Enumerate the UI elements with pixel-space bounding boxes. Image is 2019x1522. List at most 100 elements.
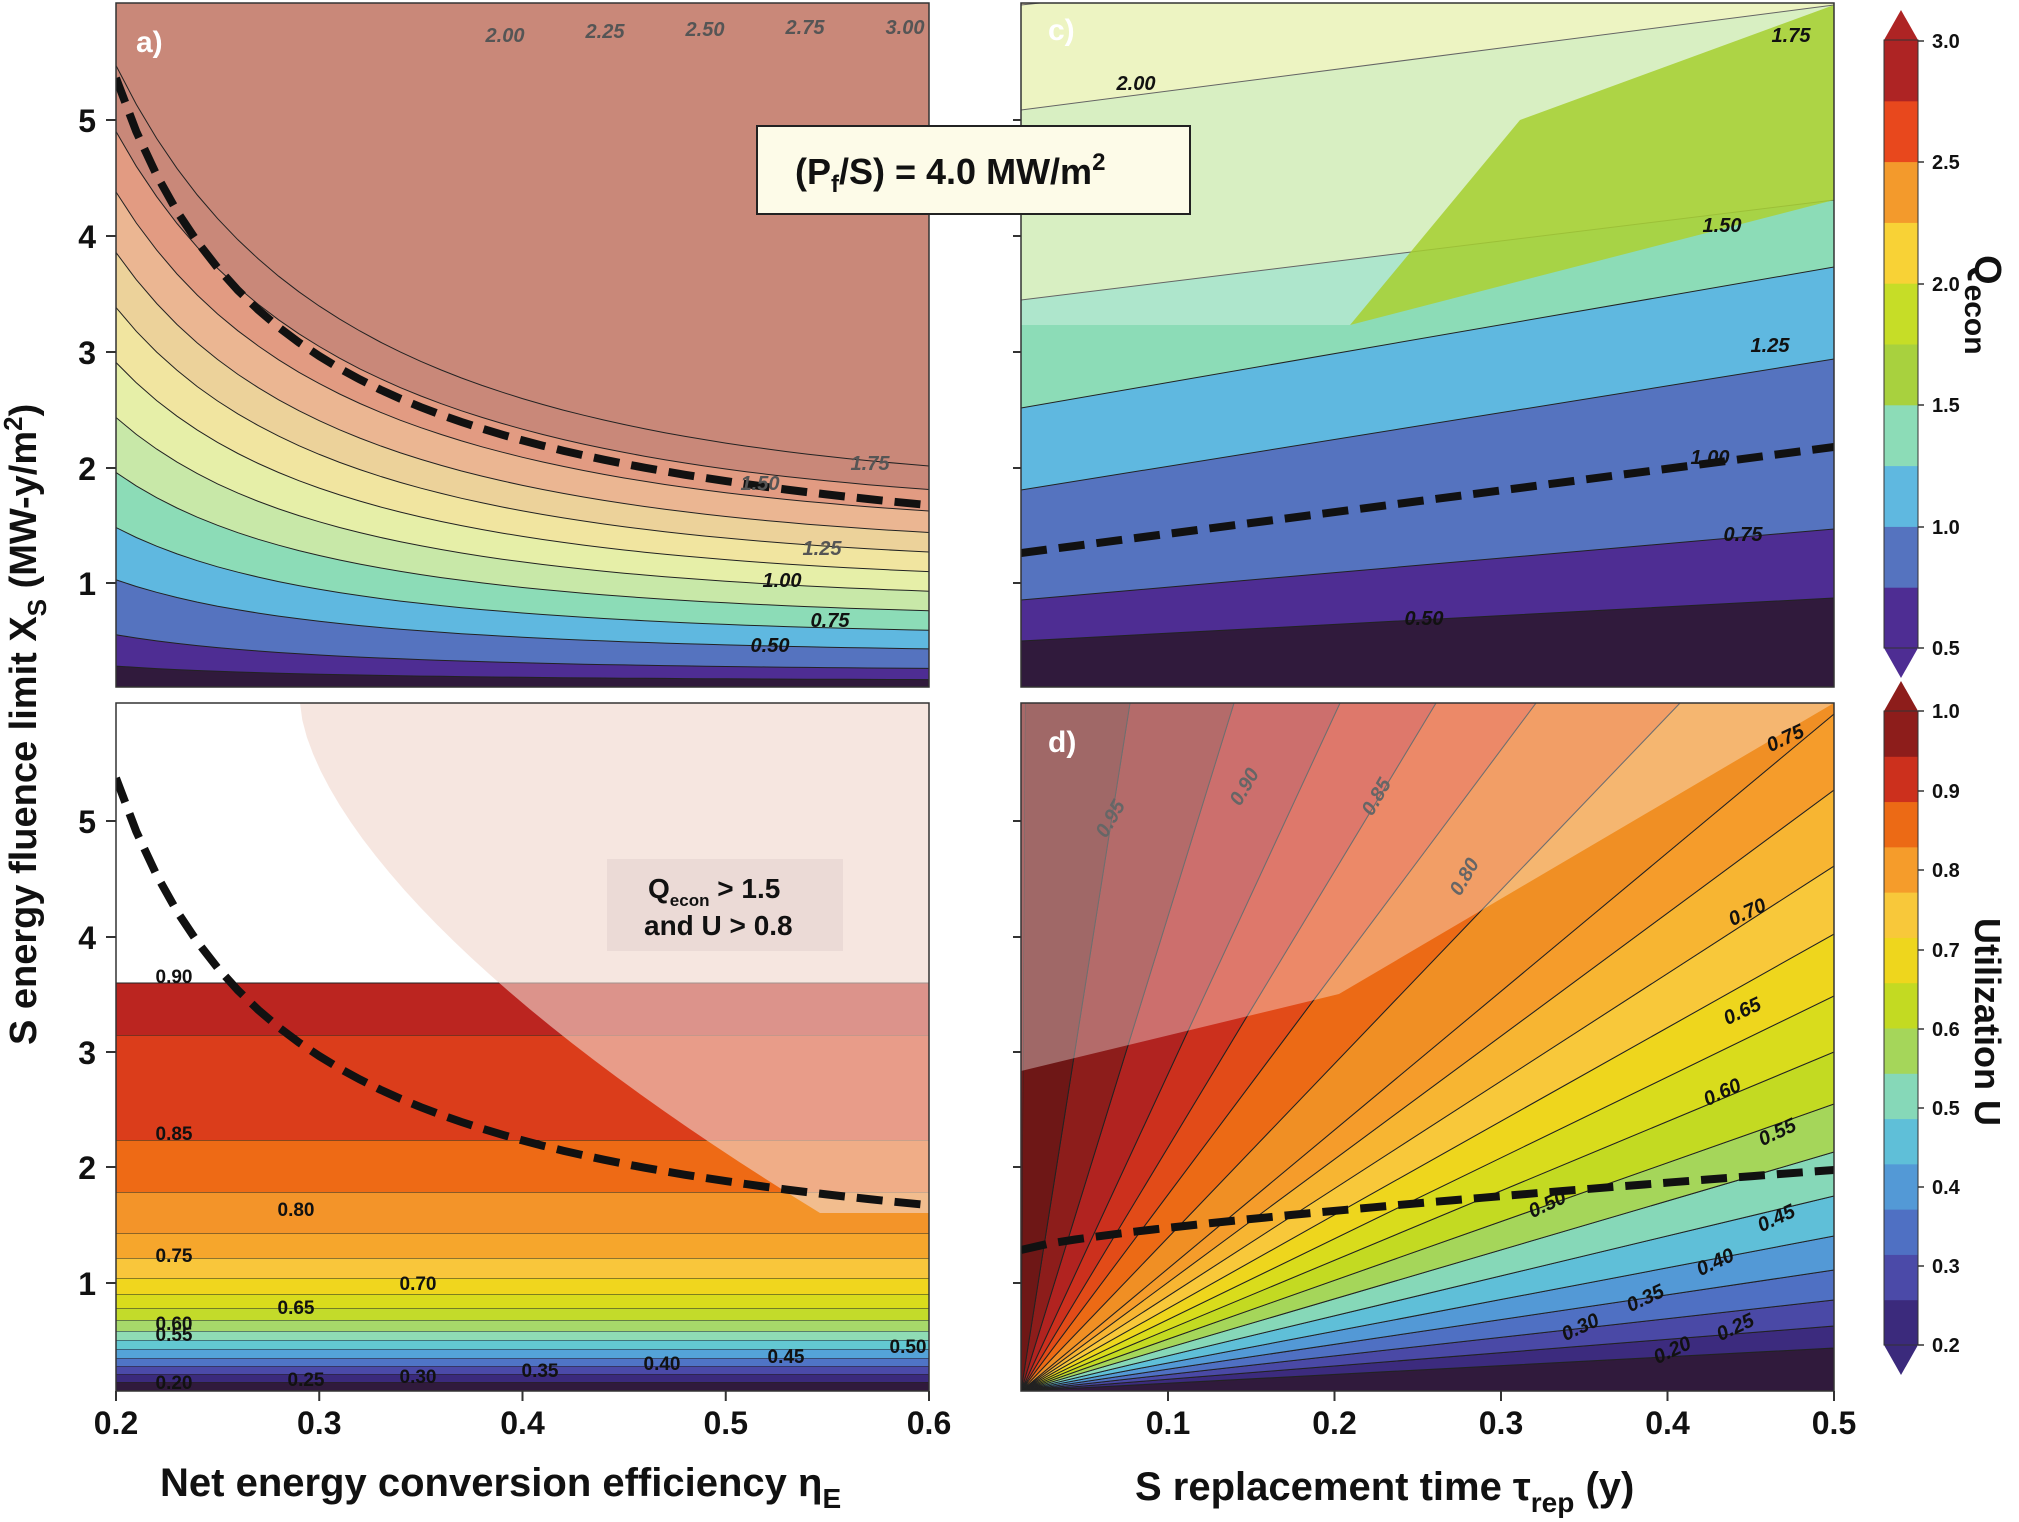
y-axis-label: S energy fluence limit XS (MW-y/m2) — [0, 404, 52, 1045]
colorbar-swatch — [1884, 892, 1918, 938]
colorbar-swatch — [1884, 801, 1918, 848]
colorbar-swatch — [1884, 526, 1918, 588]
contour-label-a: 3.00 — [886, 17, 925, 39]
colorbar-tick-label: 2.5 — [1932, 152, 1960, 174]
y-tick-label-a: 4 — [78, 219, 96, 255]
colorbar-frame — [1883, 39, 1919, 649]
q-unity-line-c — [1021, 443, 1834, 557]
colorbar-swatch — [1884, 1118, 1918, 1165]
colorbar-tick-label: 0.3 — [1932, 1256, 1960, 1278]
u-colorbar: 0.2 0.3 0.4 0.5 0.6 0.7 0.8 0.9 1.0 — [1883, 681, 1961, 1375]
svg-text:Qecon > 1.5: Qecon > 1.5 — [648, 873, 780, 910]
banner-text: (P — [795, 151, 831, 192]
u-band-b — [116, 1349, 929, 1358]
y-tick-label-b: 2 — [78, 1150, 96, 1186]
contour-label-b: 0.70 — [400, 1274, 437, 1295]
contour-label-c: 2.00 — [1116, 73, 1156, 95]
banner-sub: f — [831, 171, 840, 198]
y-tick-label-b: 5 — [78, 804, 96, 840]
colorbar-swatch — [1884, 283, 1918, 345]
panel-a-label: a) — [136, 26, 163, 59]
contour-label-b: 0.90 — [156, 967, 193, 988]
colorbar-tick-label: 0.9 — [1932, 781, 1960, 803]
u-band-b — [116, 1358, 929, 1366]
banner-rest: /S) = 4.0 MW/m — [839, 151, 1092, 192]
u-band-b — [116, 1374, 929, 1382]
u-band-b — [116, 1320, 929, 1331]
contour-label-b: 0.65 — [278, 1298, 315, 1319]
power-density-banner: (Pf/S) = 4.0 MW/m2 — [756, 125, 1191, 215]
contour-label-c: 0.50 — [1405, 608, 1444, 630]
contour-label-a: 2.75 — [785, 17, 826, 39]
u-wedge-d — [1021, 703, 1025, 1391]
colorbar-swatch — [1884, 222, 1918, 284]
note-q-sub: econ — [670, 891, 710, 910]
contour-label-c: 1.25 — [1751, 335, 1791, 357]
colorbar-swatch — [1884, 40, 1918, 102]
panel-a-frame — [115, 2, 930, 688]
note-q: Q — [648, 873, 670, 904]
svg-text:(Pf/S) = 4.0 MW/m2: (Pf/S) = 4.0 MW/m2 — [795, 149, 1105, 198]
q-colorbar-title: Qecon — [1958, 255, 2008, 355]
colorbar-tick-label: 2.0 — [1932, 274, 1960, 296]
contour-label-b: 0.25 — [288, 1370, 325, 1391]
contour-label-a: 2.25 — [585, 21, 626, 43]
u-colorbar-title: Utilization U — [1967, 918, 2008, 1126]
contour-label-a: 2.50 — [685, 19, 725, 41]
colorbar-tick-label: 1.0 — [1932, 517, 1960, 539]
contour-label-a: 1.50 — [741, 473, 780, 495]
panel-d-frame — [1020, 702, 1835, 1392]
colorbar-tick-label: 0.2 — [1932, 1335, 1960, 1357]
colorbar-tick-label: 0.6 — [1932, 1019, 1960, 1041]
contour-label-a: 1.75 — [851, 453, 891, 475]
contour-label-b: 0.85 — [156, 1124, 193, 1145]
q-unity-curve-b — [116, 776, 929, 1210]
colorbar-tick-label: 0.7 — [1932, 940, 1960, 962]
x-tick-label-left: 0.6 — [907, 1405, 951, 1441]
y-tick-label-a: 3 — [78, 335, 96, 371]
colorbar-swatch — [1884, 587, 1918, 649]
y-tick-label-b: 1 — [78, 1266, 96, 1302]
colorbar-tick-label: 0.8 — [1932, 860, 1960, 882]
colorbar-swatch — [1884, 1254, 1918, 1301]
panel-d-label: d) — [1048, 726, 1076, 759]
feasibility-note: Qecon > 1.5 and U > 0.8 — [607, 859, 843, 951]
u-band-b — [116, 1192, 929, 1233]
colorbar-swatch — [1884, 465, 1918, 527]
colorbar-swatch — [1884, 161, 1918, 223]
u-band-b — [116, 1308, 929, 1320]
contour-label-a: 1.25 — [803, 538, 843, 560]
q-unity-curve-d — [1021, 1166, 1834, 1254]
x-tick-label-left: 0.4 — [500, 1405, 545, 1441]
contour-label-b: 0.50 — [890, 1337, 927, 1358]
colorbar-bottom-arrow — [1884, 648, 1918, 678]
colorbar-swatch — [1884, 756, 1918, 803]
colorbar-swatch — [1884, 1073, 1918, 1120]
colorbar-swatch — [1884, 1299, 1918, 1346]
x-tick-label-left: 0.2 — [94, 1405, 138, 1441]
x-tick-label-left: 0.3 — [297, 1405, 341, 1441]
y-tick-label-b: 3 — [78, 1035, 96, 1071]
y-tick-label-a: 1 — [78, 566, 96, 602]
note-line2: and U > 0.8 — [644, 910, 793, 941]
u-band-b — [116, 1340, 929, 1349]
axis-ticks: 1 1 2 2 3 3 4 4 5 5 0.2 0.3 0.4 0.5 0.6 0.1 0.2 0.3 0.4 0.5 — [78, 103, 1856, 1441]
contour-label-a: 2.00 — [485, 25, 525, 47]
panel-b: 0.20 0.25 0.30 0.35 0.40 0.45 0.50 0.550.60 0.65… — [116, 703, 929, 1391]
contour-label-c: 1.50 — [1703, 215, 1742, 237]
contour-label-b: 0.80 — [278, 1200, 315, 1221]
x-tick-label-right: 0.3 — [1479, 1405, 1523, 1441]
colorbar-frame — [1883, 710, 1919, 1346]
u-band-b — [116, 1233, 929, 1258]
contour-label-b: 0.55 — [156, 1325, 193, 1346]
colorbar-tick-label: 0.4 — [1932, 1177, 1961, 1199]
colorbar-tick-label: 0.5 — [1932, 638, 1960, 660]
contour-label-b: 0.75 — [156, 1246, 193, 1267]
u-band-b — [116, 1294, 929, 1308]
contour-label-b: 0.40 — [644, 1354, 681, 1375]
contour-label-a: 0.50 — [751, 635, 790, 657]
q-colorbar: 0.5 1.0 1.5 2.0 2.5 3.0 — [1883, 10, 1960, 678]
banner-sup: 2 — [1092, 149, 1105, 176]
panel-c-frame — [1020, 2, 1835, 688]
contour-label-c: 1.00 — [1691, 447, 1730, 469]
